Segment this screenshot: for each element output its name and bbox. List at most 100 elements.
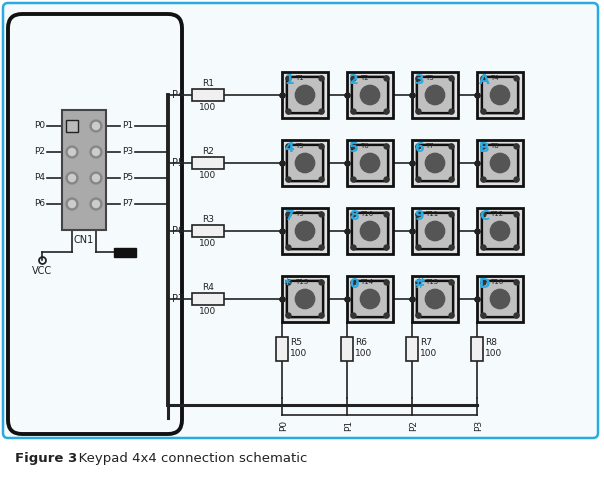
Bar xyxy=(412,276,458,322)
Circle shape xyxy=(90,198,102,210)
Text: VCC: VCC xyxy=(32,266,52,276)
Circle shape xyxy=(449,313,454,318)
FancyBboxPatch shape xyxy=(352,213,388,249)
Circle shape xyxy=(416,313,421,318)
Circle shape xyxy=(449,177,454,182)
Circle shape xyxy=(351,109,356,114)
FancyBboxPatch shape xyxy=(482,213,518,249)
Circle shape xyxy=(449,144,454,149)
Text: : Keypad 4x4 connection schematic: : Keypad 4x4 connection schematic xyxy=(70,452,307,465)
Text: P0: P0 xyxy=(280,420,289,431)
Circle shape xyxy=(295,289,315,308)
Bar xyxy=(282,276,328,322)
Text: R1: R1 xyxy=(202,79,214,88)
FancyBboxPatch shape xyxy=(287,145,323,181)
Circle shape xyxy=(286,313,291,318)
Circle shape xyxy=(68,149,76,156)
Text: T13: T13 xyxy=(295,279,308,285)
Bar xyxy=(276,337,288,361)
Text: 5: 5 xyxy=(349,141,359,155)
Circle shape xyxy=(449,109,454,114)
FancyBboxPatch shape xyxy=(3,3,598,438)
Circle shape xyxy=(490,221,510,241)
Text: T6: T6 xyxy=(360,143,369,149)
Text: 100: 100 xyxy=(199,238,217,247)
Text: R5: R5 xyxy=(290,338,302,347)
Circle shape xyxy=(416,245,421,250)
Circle shape xyxy=(384,280,389,285)
Circle shape xyxy=(319,212,324,217)
Circle shape xyxy=(514,212,519,217)
Text: 100: 100 xyxy=(355,349,372,358)
Text: T12: T12 xyxy=(490,211,503,217)
Text: T3: T3 xyxy=(425,75,434,81)
Text: T2: T2 xyxy=(360,75,368,81)
Circle shape xyxy=(295,221,315,241)
Circle shape xyxy=(319,280,324,285)
Circle shape xyxy=(425,153,445,173)
Circle shape xyxy=(449,245,454,250)
Circle shape xyxy=(286,76,291,81)
Bar xyxy=(192,89,224,101)
Text: 100: 100 xyxy=(420,349,437,358)
Text: P1: P1 xyxy=(122,121,133,131)
Circle shape xyxy=(384,144,389,149)
Circle shape xyxy=(361,289,380,308)
Circle shape xyxy=(384,76,389,81)
Text: P4: P4 xyxy=(172,90,184,100)
Circle shape xyxy=(514,177,519,182)
Text: R7: R7 xyxy=(420,338,432,347)
Bar xyxy=(412,208,458,254)
Text: 100: 100 xyxy=(199,306,217,316)
Circle shape xyxy=(351,177,356,182)
Bar xyxy=(192,225,224,237)
Text: 9: 9 xyxy=(414,209,423,223)
Circle shape xyxy=(351,313,356,318)
Circle shape xyxy=(514,109,519,114)
FancyBboxPatch shape xyxy=(482,145,518,181)
Text: R4: R4 xyxy=(202,283,214,291)
Circle shape xyxy=(361,221,380,241)
Bar xyxy=(66,120,78,132)
Circle shape xyxy=(361,85,380,105)
Circle shape xyxy=(286,177,291,182)
Text: T7: T7 xyxy=(425,143,434,149)
Text: P7: P7 xyxy=(172,294,184,304)
Circle shape xyxy=(90,146,102,158)
Circle shape xyxy=(481,144,486,149)
Bar xyxy=(347,72,393,118)
Circle shape xyxy=(514,245,519,250)
Circle shape xyxy=(92,174,100,181)
Text: T1: T1 xyxy=(295,75,304,81)
Text: P6: P6 xyxy=(172,226,184,236)
Circle shape xyxy=(66,172,78,184)
FancyBboxPatch shape xyxy=(417,145,453,181)
Circle shape xyxy=(351,76,356,81)
Text: 2: 2 xyxy=(349,73,359,87)
Bar xyxy=(282,72,328,118)
Text: T10: T10 xyxy=(360,211,373,217)
Circle shape xyxy=(490,153,510,173)
Text: P3: P3 xyxy=(475,420,483,431)
Text: T8: T8 xyxy=(490,143,499,149)
Circle shape xyxy=(286,280,291,285)
Text: P7: P7 xyxy=(122,200,133,209)
Circle shape xyxy=(481,280,486,285)
Bar xyxy=(477,208,523,254)
Text: T9: T9 xyxy=(295,211,304,217)
Text: R3: R3 xyxy=(202,215,214,223)
Text: 3: 3 xyxy=(414,73,423,87)
Text: P2: P2 xyxy=(410,420,419,431)
FancyBboxPatch shape xyxy=(482,281,518,317)
Circle shape xyxy=(92,149,100,156)
Circle shape xyxy=(286,212,291,217)
Text: T16: T16 xyxy=(490,279,503,285)
Text: P1: P1 xyxy=(344,420,353,431)
Bar xyxy=(114,248,136,257)
Text: #: # xyxy=(414,277,426,291)
Text: 0: 0 xyxy=(349,277,359,291)
FancyBboxPatch shape xyxy=(287,281,323,317)
Text: D: D xyxy=(479,277,490,291)
Bar xyxy=(471,337,483,361)
FancyBboxPatch shape xyxy=(287,77,323,113)
